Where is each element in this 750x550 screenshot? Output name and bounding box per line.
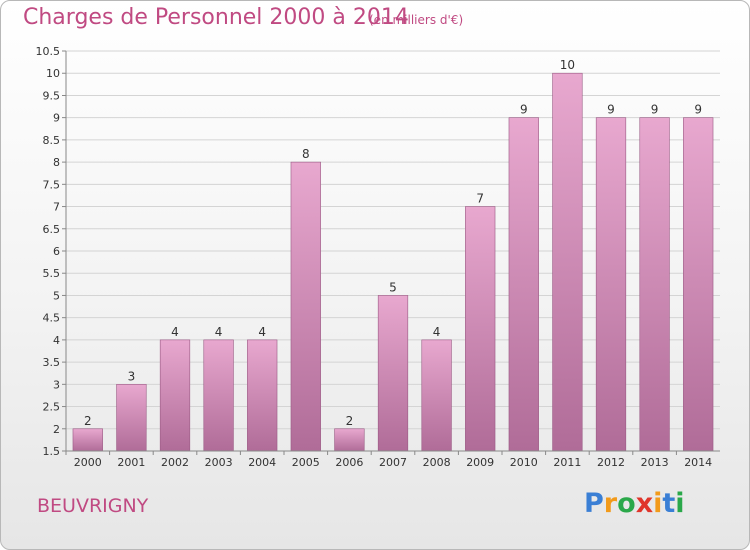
chart-title: Charges de Personnel 2000 à 2014: [23, 5, 409, 30]
y-tick-label: 7: [53, 201, 60, 214]
logo-letter: t: [662, 488, 676, 519]
data-label: 7: [476, 192, 484, 206]
y-tick-label: 9.5: [43, 89, 61, 102]
y-tick-label: 3: [53, 378, 60, 391]
bar-chart: 1.5 2 2.5 3 3.5 4 4.5 5 5.5 6 6.5 7 7.5 8 8.5 9 9.5 10 10.…: [36, 45, 720, 469]
logo-letter: P: [584, 488, 604, 519]
y-tick-label: 7.5: [43, 178, 61, 191]
bar-2001: [116, 384, 147, 452]
data-label: 4: [258, 325, 266, 339]
data-label: 4: [433, 325, 441, 339]
x-tick-label: 2001: [117, 456, 145, 469]
y-tick-label: 5.5: [43, 267, 61, 280]
bar-2013: [639, 117, 670, 452]
x-tick-label: 2002: [161, 456, 189, 469]
x-tick-label: 2010: [510, 456, 538, 469]
bar-2009: [465, 206, 496, 452]
x-tick-label: 2014: [684, 456, 712, 469]
y-tick-label: 10: [46, 67, 60, 80]
y-tick-label: 2.5: [43, 401, 61, 414]
data-label: 9: [520, 103, 528, 117]
x-tick-label: 2000: [74, 456, 102, 469]
x-tick-label: 2007: [379, 456, 407, 469]
chart-unit-note: (en milliers d'€): [369, 13, 464, 27]
data-label: 3: [128, 369, 136, 383]
bar-2010: [508, 117, 539, 452]
bar-2012: [595, 117, 627, 452]
bar-2003: [203, 339, 234, 452]
x-tick-label: 2011: [553, 456, 581, 469]
y-tick-label: 6.5: [43, 223, 61, 236]
data-label: 9: [694, 103, 702, 117]
logo-letter: r: [603, 488, 618, 519]
x-tick-label: 2013: [641, 456, 669, 469]
x-tick-label: 2006: [335, 456, 363, 469]
data-label: 8: [302, 147, 310, 161]
x-tick-label: 2005: [292, 456, 320, 469]
y-tick-label: 10.5: [36, 45, 61, 58]
y-tick-label: 6: [53, 245, 60, 258]
bar-2004: [247, 339, 278, 452]
logo-letter: o: [617, 488, 636, 519]
bar-2011: [552, 72, 583, 452]
y-tick-label: 4.5: [43, 312, 61, 325]
y-tick-label: 8: [53, 156, 60, 169]
data-label: 2: [84, 414, 92, 428]
data-label: 4: [171, 325, 179, 339]
y-tick-label: 9: [53, 112, 60, 125]
x-tick-label: 2003: [205, 456, 233, 469]
proxiti-logo[interactable]: Proxiti: [584, 488, 685, 519]
data-label: 5: [389, 280, 397, 294]
y-tick-label: 5: [53, 289, 60, 302]
bar-2007: [377, 295, 409, 452]
bar-2008: [421, 339, 452, 452]
logo-letter: i: [675, 488, 685, 519]
bar-2005: [290, 161, 321, 452]
data-label: 9: [607, 103, 615, 117]
bar-2002: [159, 339, 191, 452]
data-label: 9: [651, 103, 659, 117]
commune-name: BEUVRIGNY: [37, 495, 149, 517]
y-tick-label: 2: [53, 423, 60, 436]
x-tick-label: 2004: [248, 456, 276, 469]
y-tick-label: 3.5: [43, 356, 61, 369]
y-axis-ticks: 1.5 2 2.5 3 3.5 4 4.5 5 5.5 6 6.5 7 7.5 8 8.5 9 9.5 10 10.…: [36, 45, 66, 458]
y-tick-label: 8.5: [43, 134, 61, 147]
data-labels: 2 3 4 4 4 8 2 5 4 7 9 10 9 9 9: [84, 58, 702, 428]
bars: [72, 72, 714, 452]
data-label: 2: [346, 414, 354, 428]
x-axis-ticks: 2000 2001 2002 2003 2004 2005 2006 2007 2008 2009…: [65, 451, 712, 469]
x-tick-label: 2009: [466, 456, 494, 469]
logo-letter: i: [653, 488, 663, 519]
bar-2000: [72, 428, 103, 452]
data-label: 4: [215, 325, 223, 339]
data-label: 10: [560, 58, 575, 72]
bar-2006: [334, 428, 365, 452]
bar-2014: [683, 117, 714, 452]
y-tick-label: 1.5: [43, 445, 61, 458]
x-tick-label: 2008: [423, 456, 451, 469]
x-tick-label: 2012: [597, 456, 625, 469]
logo-letter: x: [635, 488, 654, 519]
y-tick-label: 4: [53, 334, 60, 347]
